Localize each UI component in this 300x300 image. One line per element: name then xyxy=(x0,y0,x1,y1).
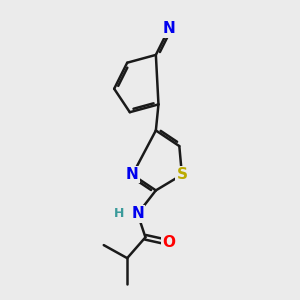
Text: S: S xyxy=(176,167,188,182)
Text: N: N xyxy=(163,21,175,36)
Text: H: H xyxy=(114,207,124,220)
Text: N: N xyxy=(131,206,144,221)
Text: O: O xyxy=(162,235,176,250)
Text: N: N xyxy=(126,167,139,182)
